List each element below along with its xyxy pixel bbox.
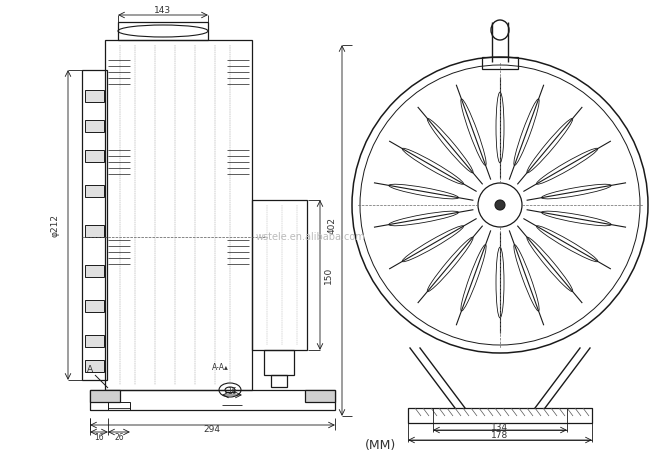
Bar bbox=[85, 335, 104, 347]
Text: 150: 150 bbox=[324, 266, 332, 283]
Bar bbox=[252, 200, 307, 350]
Text: 143: 143 bbox=[155, 6, 172, 15]
Bar bbox=[85, 185, 104, 197]
Text: A-A▴: A-A▴ bbox=[212, 364, 228, 373]
Bar bbox=[82, 70, 107, 380]
Bar bbox=[90, 390, 120, 402]
Text: φ212: φ212 bbox=[50, 213, 60, 237]
Bar bbox=[105, 40, 252, 390]
Text: A: A bbox=[87, 365, 93, 374]
Bar bbox=[85, 120, 104, 132]
Bar bbox=[85, 90, 104, 102]
Text: 16: 16 bbox=[94, 432, 104, 441]
Text: 294: 294 bbox=[204, 426, 220, 435]
Bar bbox=[85, 150, 104, 162]
Bar bbox=[264, 350, 294, 375]
Bar bbox=[90, 402, 108, 410]
Text: 178: 178 bbox=[491, 431, 509, 440]
Text: (MM): (MM) bbox=[364, 438, 395, 452]
Bar bbox=[85, 265, 104, 277]
Text: 26: 26 bbox=[114, 432, 124, 441]
Bar bbox=[90, 390, 335, 410]
Bar bbox=[408, 408, 592, 423]
Bar bbox=[108, 402, 130, 410]
Bar bbox=[482, 57, 518, 69]
Bar bbox=[85, 360, 104, 372]
Bar bbox=[305, 390, 335, 402]
Bar bbox=[118, 22, 208, 40]
Text: 134: 134 bbox=[491, 422, 509, 431]
Bar bbox=[271, 375, 287, 387]
Text: 16: 16 bbox=[227, 388, 237, 396]
Text: wstele.en.alibaba.com: wstele.en.alibaba.com bbox=[255, 232, 365, 242]
Bar bbox=[85, 225, 104, 237]
Circle shape bbox=[495, 200, 505, 210]
Bar bbox=[85, 300, 104, 312]
Text: 402: 402 bbox=[328, 217, 336, 234]
